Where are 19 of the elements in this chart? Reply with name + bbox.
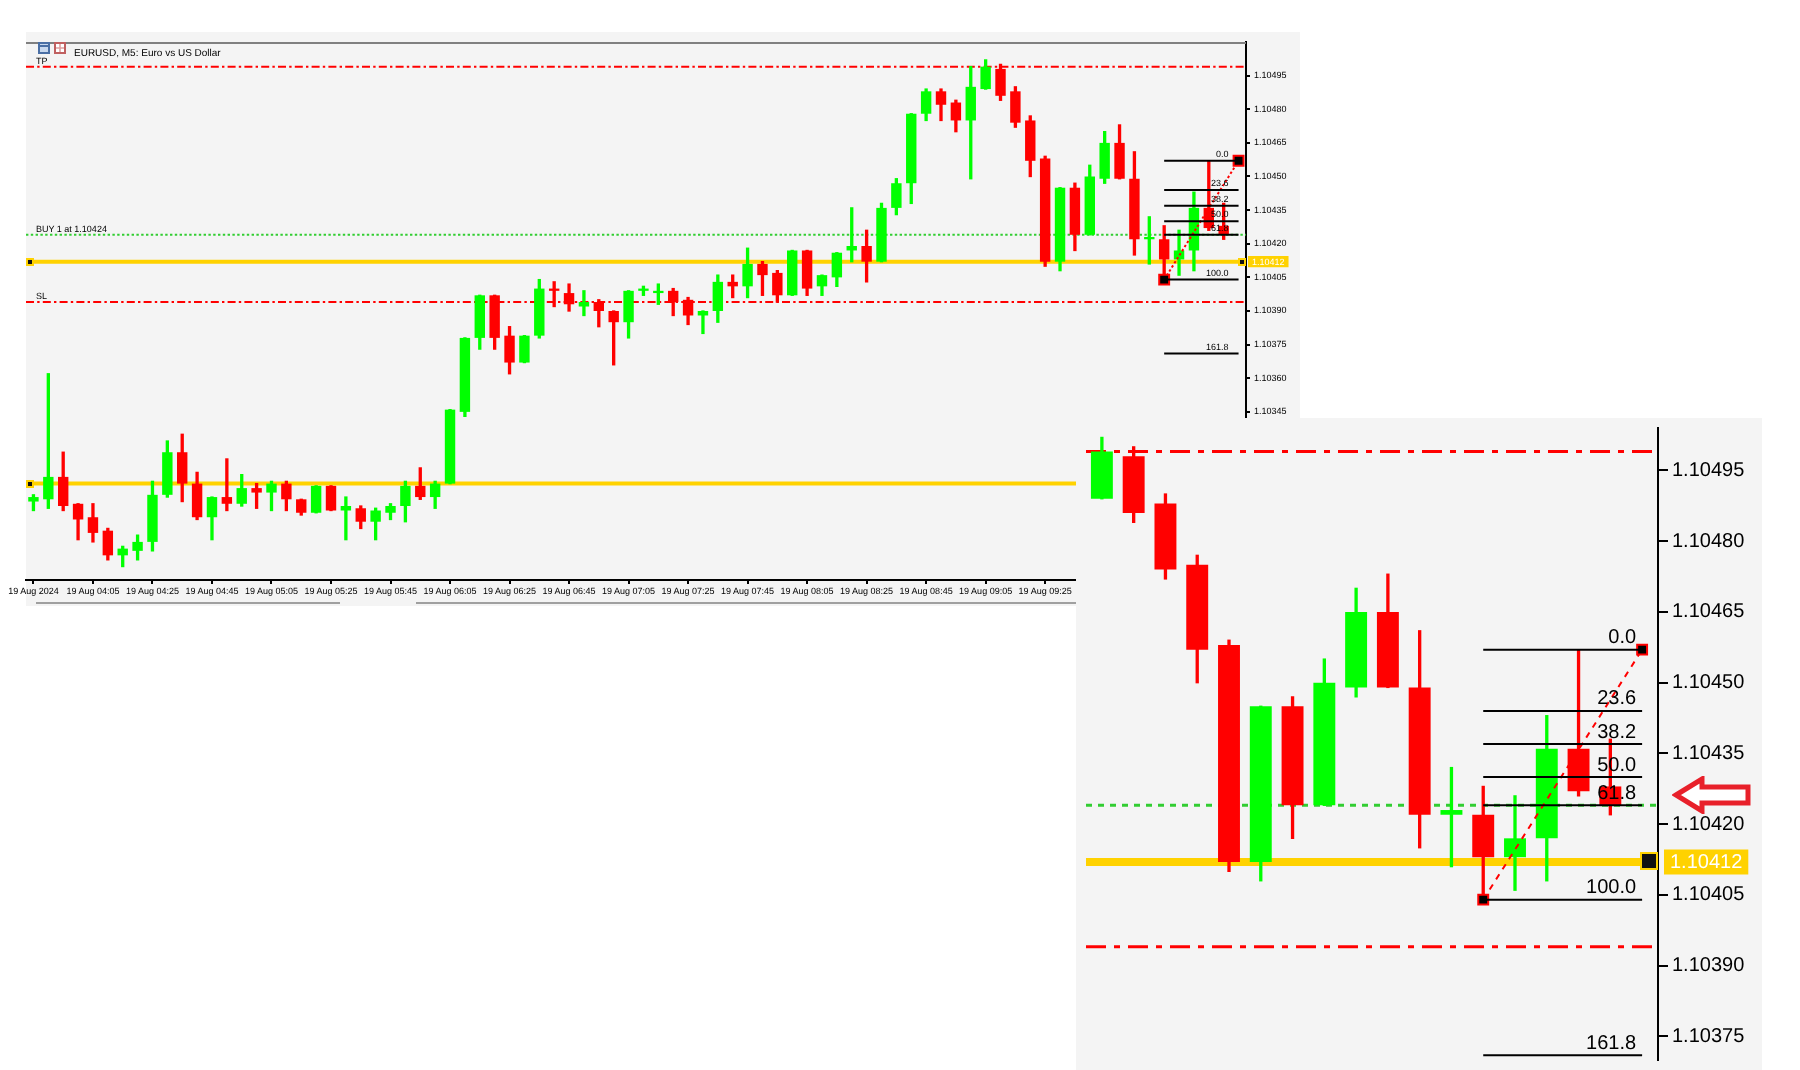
annotation: 0.0 xyxy=(1608,627,1637,650)
annotation: 161.8 xyxy=(1586,1032,1637,1055)
annotation: 100.0 xyxy=(1586,877,1637,900)
annotation: 23.6 xyxy=(1597,688,1637,711)
y-tick-label: 1.10405 xyxy=(1672,884,1746,907)
candlestick xyxy=(578,290,590,317)
candlestick xyxy=(340,496,352,541)
y-tick-label: 1.10420 xyxy=(1672,813,1746,836)
y-tick-label: 1.10390 xyxy=(1672,955,1746,978)
y-tick-label: 1.10480 xyxy=(1672,530,1746,553)
y-tick-label: 1.10375 xyxy=(1672,1025,1746,1048)
y-tick-label: 1.10465 xyxy=(1672,601,1746,624)
annotation: 38.2 xyxy=(1597,721,1637,744)
y-tick-label: 1.10450 xyxy=(1672,672,1746,695)
candlestick xyxy=(221,458,233,512)
ref-line-label: 1.10412 xyxy=(1670,852,1744,875)
y-tick-label: 1.10435 xyxy=(1672,742,1746,765)
candlestick xyxy=(1504,795,1526,891)
y-tick-label: 1.10495 xyxy=(1672,459,1746,482)
